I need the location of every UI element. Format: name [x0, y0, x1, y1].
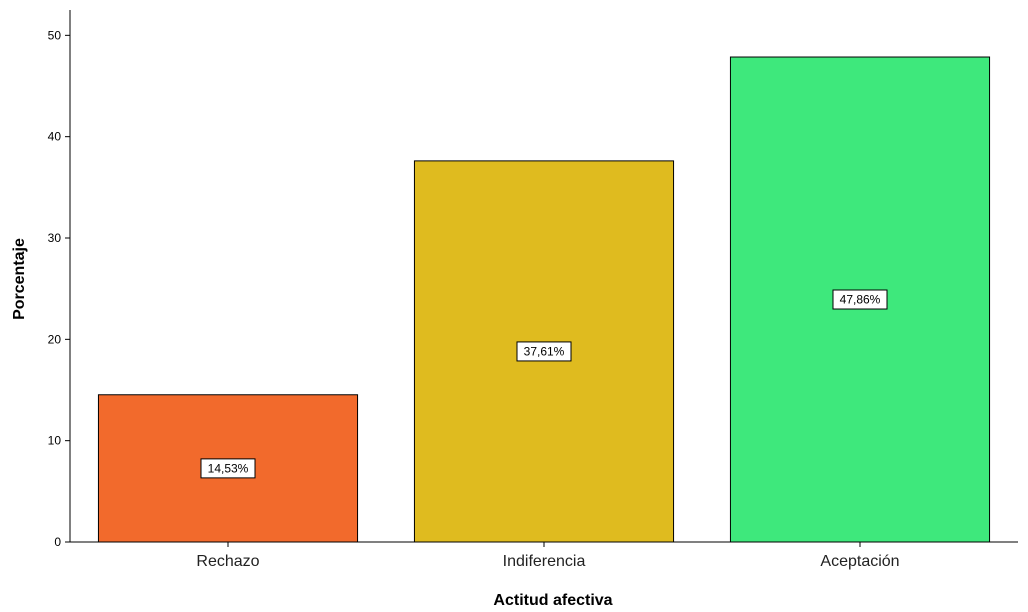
data-label: 47,86%	[840, 293, 881, 307]
x-axis-categories: Rechazo Indiferencia Aceptación	[196, 542, 900, 570]
data-label: 14,53%	[208, 461, 249, 475]
x-category-label: Aceptación	[820, 553, 899, 570]
x-category-label: Rechazo	[196, 553, 259, 570]
data-label: 37,61%	[524, 344, 565, 358]
data-label-box	[516, 341, 572, 362]
y-axis-ticks: 0 10 20 30 40 50	[48, 28, 70, 549]
y-tick-label: 0	[54, 535, 61, 549]
data-label-box	[832, 289, 888, 310]
y-tick-label: 20	[48, 332, 62, 346]
y-tick-label: 10	[48, 434, 62, 448]
data-label-box	[200, 458, 256, 479]
y-tick-label: 50	[48, 28, 62, 42]
x-axis-title: Actitud afectiva	[493, 592, 612, 609]
y-tick-label: 30	[48, 231, 62, 245]
y-axis-title: Porcentaje	[11, 238, 28, 320]
x-category-label: Indiferencia	[503, 553, 586, 570]
y-tick-label: 40	[48, 130, 62, 144]
data-labels: 14,53% 37,61% 47,86%	[200, 289, 888, 479]
